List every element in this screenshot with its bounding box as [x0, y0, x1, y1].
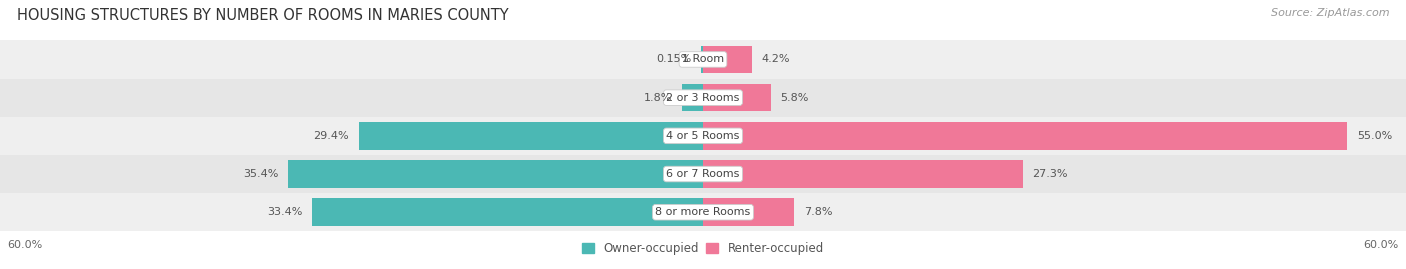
Text: 7.8%: 7.8%	[804, 207, 832, 217]
Bar	[359, 122, 703, 150]
Bar	[0, 40, 1406, 79]
Bar	[312, 199, 703, 226]
Text: 5.8%: 5.8%	[780, 93, 808, 103]
Bar	[0, 155, 1406, 193]
Bar	[288, 160, 703, 188]
Bar	[703, 199, 794, 226]
Text: 4 or 5 Rooms: 4 or 5 Rooms	[666, 131, 740, 141]
Text: 0.15%: 0.15%	[657, 54, 692, 65]
Bar	[682, 84, 703, 111]
Text: HOUSING STRUCTURES BY NUMBER OF ROOMS IN MARIES COUNTY: HOUSING STRUCTURES BY NUMBER OF ROOMS IN…	[17, 8, 509, 23]
Bar	[703, 46, 752, 73]
Text: 8 or more Rooms: 8 or more Rooms	[655, 207, 751, 217]
Bar	[0, 193, 1406, 231]
Text: 29.4%: 29.4%	[314, 131, 349, 141]
Text: 60.0%: 60.0%	[1364, 239, 1399, 250]
Text: 1 Room: 1 Room	[682, 54, 724, 65]
Text: 27.3%: 27.3%	[1032, 169, 1067, 179]
Bar	[703, 84, 770, 111]
Text: 55.0%: 55.0%	[1357, 131, 1392, 141]
Bar	[703, 122, 1347, 150]
Text: 2 or 3 Rooms: 2 or 3 Rooms	[666, 93, 740, 103]
Text: 60.0%: 60.0%	[7, 239, 42, 250]
Bar	[0, 79, 1406, 117]
Text: 35.4%: 35.4%	[243, 169, 278, 179]
Text: 1.8%: 1.8%	[644, 93, 672, 103]
Bar	[703, 160, 1024, 188]
Bar	[702, 46, 703, 73]
Text: 4.2%: 4.2%	[762, 54, 790, 65]
Legend: Owner-occupied, Renter-occupied: Owner-occupied, Renter-occupied	[578, 237, 828, 260]
Text: 33.4%: 33.4%	[267, 207, 302, 217]
Bar	[0, 117, 1406, 155]
Text: 6 or 7 Rooms: 6 or 7 Rooms	[666, 169, 740, 179]
Text: Source: ZipAtlas.com: Source: ZipAtlas.com	[1271, 8, 1389, 18]
